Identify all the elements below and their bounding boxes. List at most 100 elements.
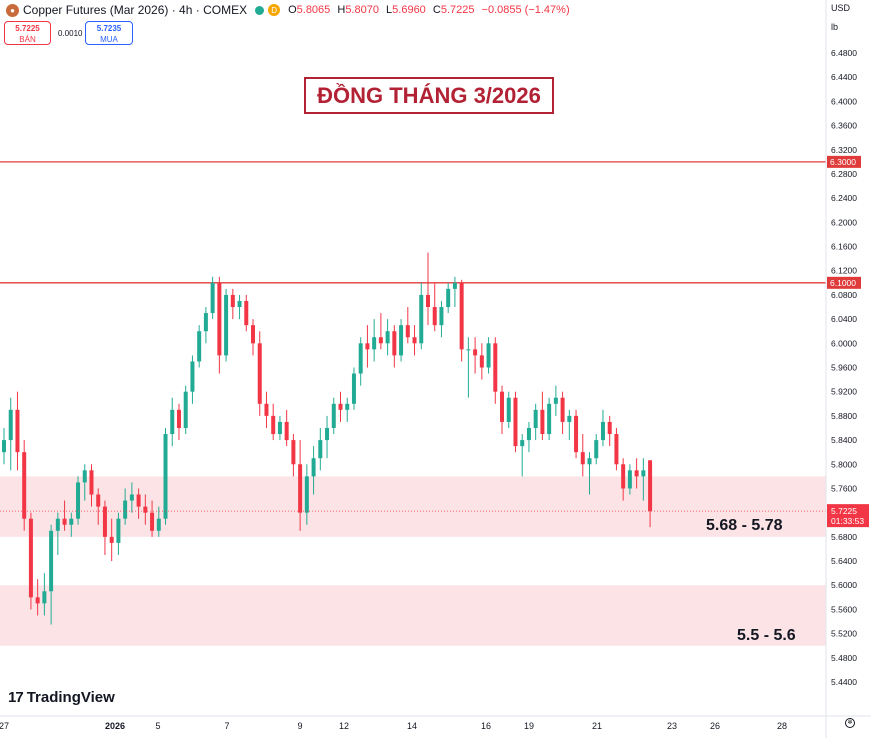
price-tick-label: 6.0800 [831, 290, 857, 300]
candle-body [439, 307, 444, 326]
candle-body [35, 597, 40, 604]
level-price-tag [827, 276, 861, 289]
time-tick-label: 2026 [105, 721, 125, 731]
candle-body [345, 403, 350, 410]
sell-button[interactable]: 5.7225 BÁN [4, 21, 51, 45]
symbol-title[interactable]: Copper Futures (Mar 2026) · 4h · COMEX [23, 3, 248, 17]
candle-body [540, 409, 545, 435]
current-price-tag-value: 5.7225 [831, 506, 857, 516]
tradingview-logo[interactable]: 17 TradingView [8, 689, 115, 706]
candle-body [567, 415, 572, 422]
candle-body [22, 452, 27, 519]
candle-body [156, 518, 161, 531]
candle-body [466, 349, 471, 351]
sell-label: BÁN [19, 35, 36, 44]
candle-body [102, 506, 107, 537]
candle-body [621, 464, 626, 489]
candle-body [291, 440, 296, 465]
candle-body [318, 440, 323, 459]
ohlc-close-value: 5.7225 [440, 4, 475, 16]
zone-label-lower: 5.5 - 5.6 [737, 627, 796, 644]
buy-price: 5.7235 [96, 24, 122, 33]
candle-body [210, 282, 215, 314]
unit-selector[interactable]: lb [827, 22, 871, 32]
candle-body [358, 343, 363, 374]
ohlc-low-value: 5.6960 [392, 4, 426, 16]
copper-symbol-icon: ● [6, 3, 19, 17]
price-tick-label: 6.4400 [831, 72, 857, 82]
ohlc-open-key: O [288, 4, 297, 16]
chart-header: ● Copper Futures (Mar 2026) · 4h · COMEX… [0, 0, 574, 20]
candle-body [580, 452, 585, 465]
candle-body [197, 331, 202, 362]
price-tick-label: 5.8000 [831, 459, 857, 469]
candle-body [244, 300, 249, 326]
candle-body [365, 343, 370, 350]
market-open-icon [255, 5, 265, 15]
candle-body [190, 361, 195, 392]
time-tick-label: 19 [524, 721, 534, 731]
candle-body [325, 427, 330, 441]
candle-body [553, 397, 558, 404]
candle-body [42, 591, 47, 604]
ohlc-high-value: 5.8070 [345, 4, 379, 16]
candle-body [412, 337, 417, 344]
candle-body [257, 343, 262, 404]
price-change: −0.0855 (−1.47%) [481, 4, 570, 16]
candle-body [311, 458, 316, 477]
currency-selector[interactable]: USD [827, 3, 871, 13]
unit-label: lb [831, 22, 839, 32]
price-tick-label: 6.1600 [831, 242, 857, 252]
candle-body [493, 343, 498, 392]
zones-layer [0, 476, 826, 646]
price-tick-label: 6.2000 [831, 217, 857, 227]
candle-body [425, 294, 430, 308]
candle-body [109, 536, 114, 543]
candle-body [372, 337, 377, 350]
price-tick-label: 6.1200 [831, 266, 857, 276]
candle-body [473, 349, 478, 356]
candle-body [82, 470, 87, 483]
price-tick-label: 5.7600 [831, 483, 857, 493]
candle-body [331, 403, 336, 428]
currency-label: USD [831, 3, 851, 13]
levels-layer [0, 161, 826, 284]
level-price-tag-label: 6.1000 [830, 278, 856, 288]
candle-body [143, 506, 148, 513]
candle-body [2, 440, 6, 453]
price-tick-label: 5.8400 [831, 435, 857, 445]
candle-body [116, 518, 121, 543]
sell-price: 5.7225 [15, 24, 40, 33]
price-tick-label: 6.0400 [831, 314, 857, 324]
price-tick-label: 6.4800 [831, 48, 857, 58]
price-tick-label: 5.6400 [831, 556, 857, 566]
candle-body [405, 325, 410, 338]
candle-body [526, 427, 531, 441]
price-tick-label: 5.8800 [831, 411, 857, 421]
candle-body [533, 409, 538, 428]
candle-body [69, 518, 74, 525]
candle-body [520, 440, 525, 447]
candle-body [284, 421, 289, 441]
candle-body [614, 434, 619, 465]
candle-body [237, 300, 242, 308]
candle-body [452, 282, 457, 289]
zone-label-upper: 5.68 - 5.78 [706, 517, 783, 534]
time-tick-label: 23 [667, 721, 677, 731]
candle-body [96, 494, 101, 507]
settings-gear-icon[interactable]: ✲ [845, 718, 855, 728]
candle-body [264, 403, 269, 416]
time-tick-label: 26 [710, 721, 720, 731]
buy-button[interactable]: 5.7235 MUA [85, 21, 133, 45]
level-price-tag-label: 6.3000 [830, 157, 856, 167]
candle-body [277, 421, 282, 435]
candle-body [594, 440, 599, 459]
candle-body [547, 403, 552, 435]
candle-body [385, 331, 390, 344]
candle-body [298, 464, 303, 513]
candle-body [76, 482, 81, 519]
candle-body [15, 409, 20, 453]
candle-body [224, 294, 229, 356]
